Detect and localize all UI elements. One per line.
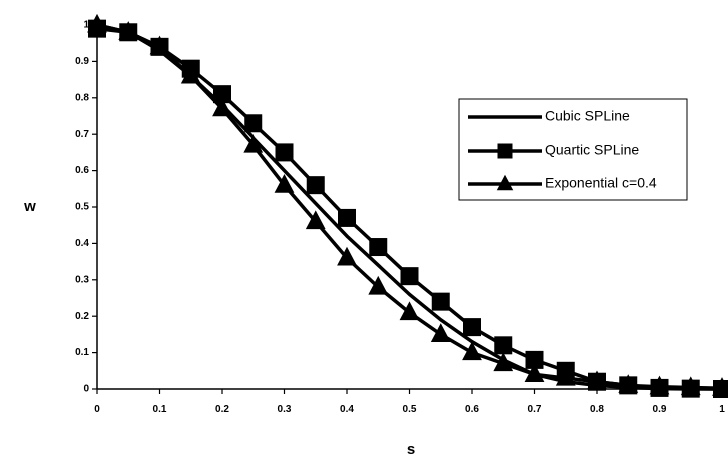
triangle-marker xyxy=(274,174,295,193)
y-tick-label: 0.2 xyxy=(75,311,89,322)
square-marker xyxy=(244,114,263,133)
triangle-marker xyxy=(305,210,326,230)
x-tick-label: 0.7 xyxy=(528,404,542,415)
y-axis-title: w xyxy=(23,198,36,215)
triangle-marker xyxy=(712,377,728,396)
y-tick-label: 0.9 xyxy=(75,56,89,67)
triangle-marker xyxy=(243,133,264,153)
square-marker xyxy=(463,318,481,337)
series-exponential-c-0-4 xyxy=(87,13,728,396)
triangle-marker xyxy=(180,64,201,84)
x-tick-label: 0.6 xyxy=(465,404,479,415)
triangle-marker xyxy=(496,174,514,191)
triangle-marker xyxy=(149,35,170,55)
x-tick-label: 0 xyxy=(94,404,100,415)
x-tick-label: 0.3 xyxy=(278,404,292,415)
x-tick-label: 0.4 xyxy=(340,404,354,415)
y-tick-label: 0.4 xyxy=(75,238,89,249)
triangle-marker xyxy=(399,301,420,321)
legend-label: Cubic SPLine xyxy=(545,108,630,124)
triangle-marker xyxy=(649,375,670,395)
x-tick-label: 0.2 xyxy=(215,404,229,415)
triangle-marker xyxy=(118,21,139,40)
legend-item: Quartic SPLine xyxy=(468,142,639,159)
x-tick-label: 0.8 xyxy=(590,404,604,415)
y-tick-label: 0.6 xyxy=(75,165,89,176)
square-marker xyxy=(338,208,356,227)
square-marker xyxy=(525,350,544,369)
square-marker xyxy=(494,336,513,355)
legend: Cubic SPLine Quartic SPLine Exponential c=… xyxy=(458,98,688,201)
triangle-marker xyxy=(587,370,607,390)
y-tick-label: 1 xyxy=(83,20,89,31)
triangle-marker xyxy=(212,97,232,117)
triangle-marker xyxy=(493,352,514,372)
square-marker xyxy=(275,143,294,162)
legend-items: Cubic SPLine Quartic SPLine Exponential c=… xyxy=(468,108,657,191)
legend-label: Quartic SPLine xyxy=(545,142,639,158)
y-tick-label: 0.5 xyxy=(75,202,89,213)
x-axis-ticks: 0 0.1 0.2 0.3 0.4 0.5 0.6 0.7 0.8 0.9 1 xyxy=(94,389,725,415)
triangle-marker xyxy=(680,376,701,396)
legend-item: Cubic SPLine xyxy=(468,108,630,124)
y-tick-label: 0.3 xyxy=(75,274,89,285)
y-axis-ticks: 0 0.1 0.2 0.3 0.4 0.5 0.6 0.7 0.8 0.9 1 xyxy=(75,20,97,395)
triangle-marker xyxy=(368,275,389,295)
triangle-marker xyxy=(430,323,451,342)
y-tick-label: 0.1 xyxy=(75,347,89,358)
x-axis-title: s xyxy=(407,441,415,458)
series-layer xyxy=(87,13,728,398)
legend-item: Exponential c=0.4 xyxy=(468,174,657,191)
triangle-marker xyxy=(555,366,576,386)
square-marker xyxy=(213,85,231,104)
square-marker xyxy=(306,176,325,195)
x-tick-label: 0.5 xyxy=(403,404,417,415)
triangle-marker xyxy=(524,363,545,382)
x-tick-label: 0.9 xyxy=(653,404,667,415)
x-tick-label: 0.1 xyxy=(153,404,167,415)
triangle-marker xyxy=(337,246,357,266)
legend-label: Exponential c=0.4 xyxy=(545,175,657,191)
y-tick-label: 0.7 xyxy=(75,129,89,140)
x-tick-label: 1 xyxy=(719,404,725,415)
square-marker xyxy=(400,267,419,286)
series-quartic-spline xyxy=(88,19,728,398)
square-marker xyxy=(497,143,513,159)
y-tick-label: 0 xyxy=(83,384,89,395)
triangle-marker xyxy=(87,13,107,33)
square-marker xyxy=(431,292,450,311)
square-marker xyxy=(369,238,388,257)
y-tick-label: 0.8 xyxy=(75,92,89,103)
triangle-marker xyxy=(462,341,482,361)
triangle-marker xyxy=(618,374,639,393)
